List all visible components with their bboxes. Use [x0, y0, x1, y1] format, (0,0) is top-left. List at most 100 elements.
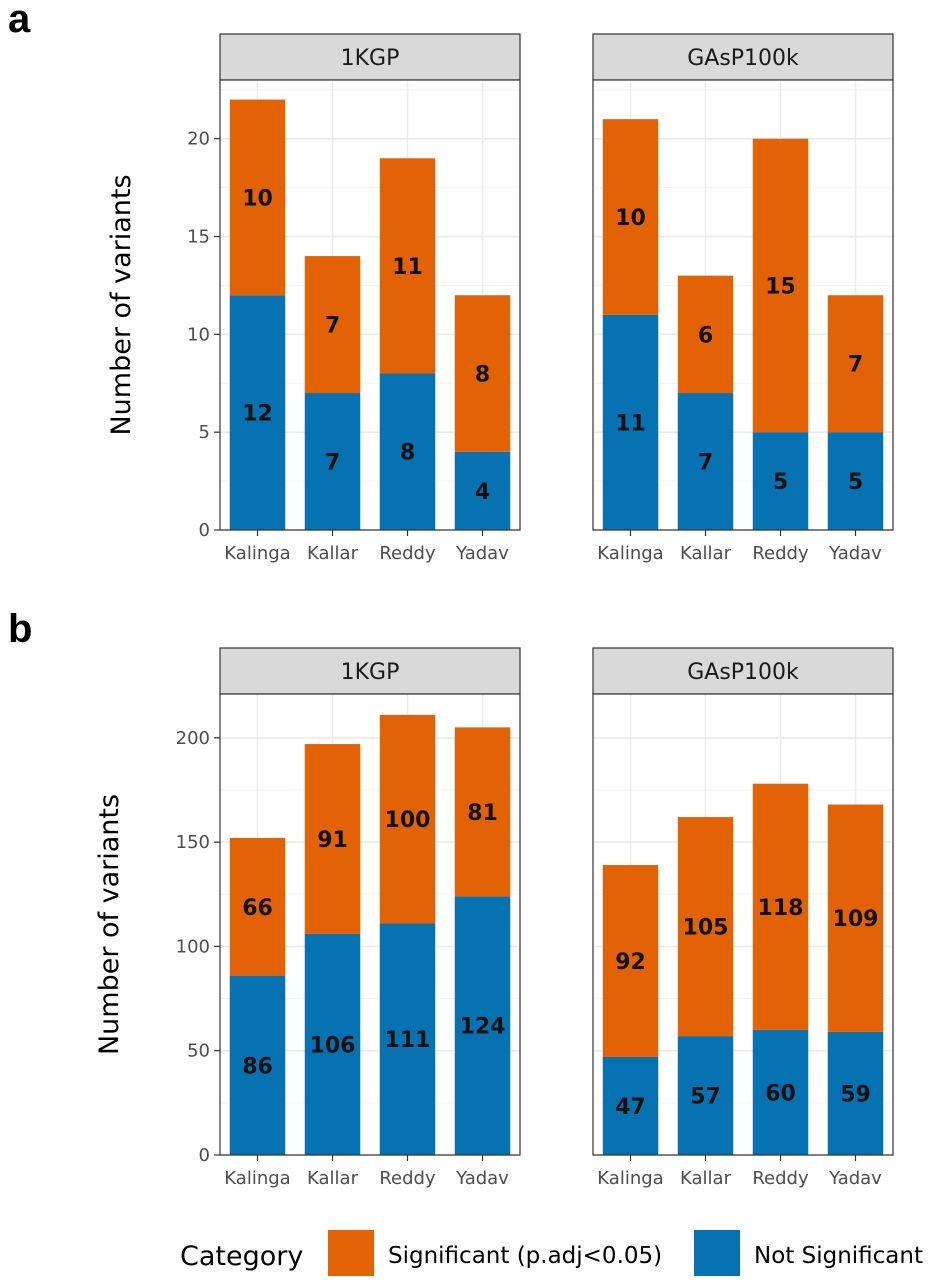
bar-significant-reddy [752, 138, 809, 433]
legend-swatch-significant [328, 1230, 374, 1276]
plot-border [219, 79, 521, 531]
facet-strip [219, 647, 521, 695]
bar-not-significant-yadav [454, 451, 511, 530]
bar-label-not-significant: 47 [615, 1095, 646, 1120]
bar-label-significant: 10 [242, 186, 273, 211]
bar-label-significant: 91 [317, 828, 348, 853]
x-tick-label: Kalinga [597, 1168, 663, 1189]
x-tick-label: Reddy [379, 1168, 436, 1189]
plot-border [592, 79, 894, 531]
bar-label-significant: 109 [833, 907, 879, 932]
bar-significant-kalinga [229, 837, 286, 976]
bar-significant-kalinga [229, 99, 286, 296]
y-tick-label: 0 [199, 1145, 210, 1166]
bar-significant-reddy [752, 783, 809, 1030]
bar-not-significant-yadav [827, 1031, 884, 1155]
bar-significant-yadav [827, 804, 884, 1032]
y-tick-label: 100 [176, 936, 210, 957]
bar-not-significant-kallar [677, 393, 734, 530]
bar-label-significant: 10 [615, 206, 646, 231]
y-tick-label: 200 [176, 728, 210, 749]
bar-not-significant-reddy [752, 432, 809, 530]
bar-label-significant: 92 [615, 950, 646, 975]
x-tick-label: Kallar [680, 1168, 732, 1189]
legend: Category Significant (p.adj<0.05) Not Si… [180, 1230, 923, 1276]
y-axis-label: Number of variants [106, 174, 137, 435]
facet-title: 1KGP [341, 660, 400, 685]
bar-not-significant-kalinga [602, 1056, 659, 1155]
bar-label-not-significant: 8 [400, 441, 415, 466]
bar-label-significant: 100 [385, 808, 431, 833]
y-tick-label: 15 [187, 227, 210, 248]
y-tick-label: 0 [199, 520, 210, 541]
plot-border [592, 693, 894, 1156]
bar-significant-kallar [677, 817, 734, 1037]
y-tick-label: 50 [187, 1041, 210, 1062]
bar-significant-reddy [379, 714, 436, 924]
bar-label-not-significant: 7 [698, 451, 713, 476]
facet-1kgp: 1KGP 12 10 Kalinga 7 7 Kallar 8 11 Reddy 4 8 Yadav 0 5… [187, 33, 521, 564]
x-tick-label: Reddy [752, 1168, 809, 1189]
x-tick-label: Reddy [752, 543, 809, 564]
bar-label-not-significant: 106 [310, 1033, 356, 1058]
bar-label-significant: 105 [683, 916, 729, 941]
bar-significant-kalinga [602, 119, 659, 315]
chart-root: a Number of variants 1KGP 12 10 Kalinga 7 7 Kall… [8, 0, 894, 1189]
x-tick-label: Kallar [680, 543, 732, 564]
y-tick-label: 10 [187, 324, 210, 345]
facet-title: GAsP100k [687, 46, 799, 71]
y-tick-label: 20 [187, 129, 210, 150]
bar-not-significant-kalinga [602, 314, 659, 530]
bar-significant-reddy [379, 158, 436, 374]
panel-letter-a: a [8, 0, 31, 41]
bar-not-significant-kallar [304, 393, 361, 530]
x-tick-label: Yadav [828, 543, 882, 564]
bar-significant-yadav [454, 295, 511, 452]
bar-not-significant-reddy [379, 923, 436, 1155]
y-axis-label: Number of variants [94, 794, 125, 1055]
legend-label-significant: Significant (p.adj<0.05) [388, 1243, 662, 1269]
bar-label-significant: 7 [848, 353, 863, 378]
x-tick-label: Yadav [828, 1168, 882, 1189]
bar-significant-yadav [827, 295, 884, 433]
bar-label-not-significant: 4 [475, 480, 490, 505]
x-tick-label: Reddy [379, 543, 436, 564]
facet-title: GAsP100k [687, 660, 799, 685]
bar-label-not-significant: 57 [690, 1085, 721, 1110]
bar-label-significant: 7 [325, 314, 340, 339]
bar-significant-kalinga [602, 865, 659, 1057]
bar-significant-kallar [304, 256, 361, 394]
x-tick-label: Kallar [307, 543, 359, 564]
bar-significant-kallar [677, 275, 734, 394]
bar-label-not-significant: 5 [848, 470, 863, 495]
bar-significant-yadav [454, 727, 511, 897]
bar-not-significant-reddy [752, 1029, 809, 1155]
y-tick-label: 150 [176, 832, 210, 853]
bar-significant-kallar [304, 744, 361, 934]
legend-title: Category [180, 1241, 303, 1272]
bar-not-significant-yadav [827, 432, 884, 530]
bar-label-not-significant: 86 [242, 1054, 273, 1079]
x-tick-label: Kalinga [224, 1168, 290, 1189]
facet-title: 1KGP [341, 46, 400, 71]
bar-label-not-significant: 11 [615, 411, 646, 436]
bar-not-significant-kalinga [229, 295, 286, 530]
bar-label-significant: 11 [392, 255, 423, 280]
plot-border [219, 693, 521, 1156]
x-tick-label: Kallar [307, 1168, 359, 1189]
bar-label-not-significant: 111 [385, 1028, 431, 1053]
panel-letter-b: b [8, 607, 32, 651]
x-tick-label: Kalinga [597, 543, 663, 564]
bar-label-not-significant: 60 [765, 1081, 796, 1106]
bar-not-significant-reddy [379, 373, 436, 530]
facet-strip [592, 33, 894, 81]
facet-gasp100k: GAsP100k 47 92 Kalinga 57 105 Kallar 60 118 Reddy… [592, 647, 894, 1189]
bar-label-significant: 81 [467, 801, 498, 826]
x-tick-label: Yadav [455, 543, 509, 564]
facet-strip [219, 33, 521, 81]
bar-not-significant-yadav [454, 896, 511, 1155]
bar-label-significant: 6 [698, 323, 713, 348]
legend-label-not-significant: Not Significant [754, 1243, 923, 1269]
bar-label-not-significant: 12 [242, 402, 273, 427]
